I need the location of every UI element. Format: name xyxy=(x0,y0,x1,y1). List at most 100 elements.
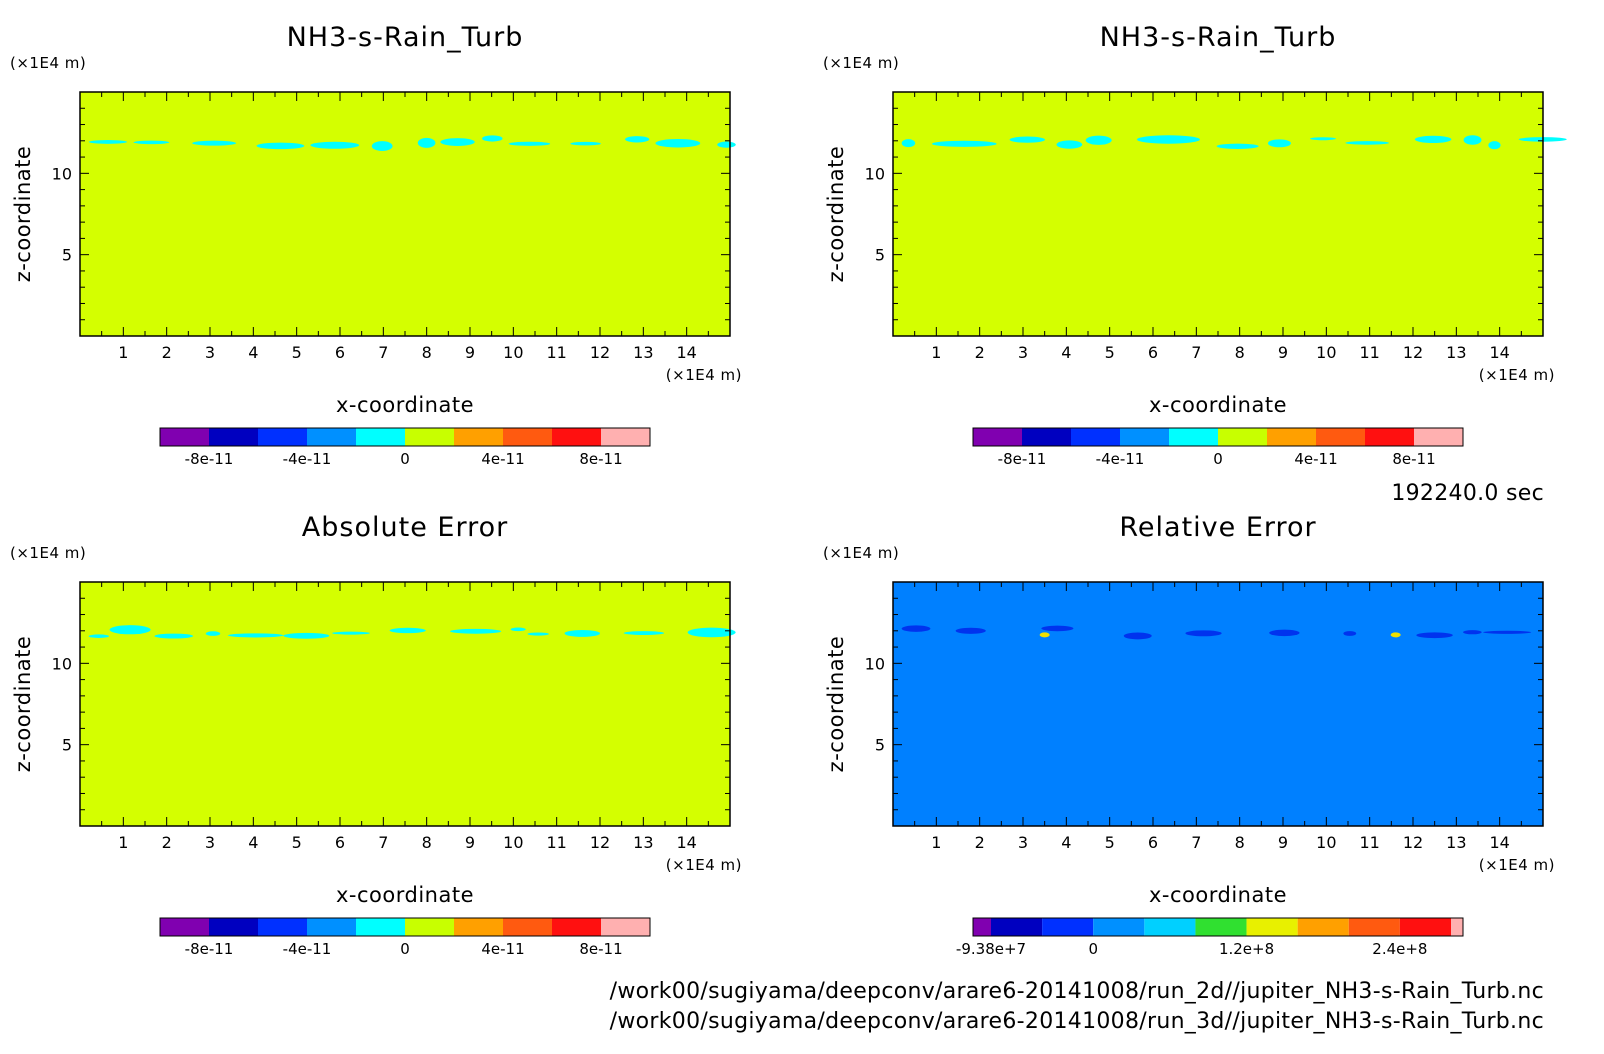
x-axis: 1 2 3 4 5 6 7 8 9 10 11 12 13 14 xyxy=(914,92,1522,362)
cloud-blob xyxy=(932,140,997,147)
colorbar-swatch xyxy=(1195,918,1247,936)
cloud-blob xyxy=(901,625,931,632)
x-axis-title: x-coordinate xyxy=(336,883,474,907)
chart-title: NH3-s-Rain_Turb xyxy=(287,22,524,53)
cloud-blob xyxy=(1267,139,1291,148)
colorbar-swatch xyxy=(454,428,503,446)
x-tick-label: 6 xyxy=(1148,833,1158,852)
x-tick-label: 4 xyxy=(248,343,258,362)
x-tick-label: 2 xyxy=(975,833,985,852)
cloud-blob xyxy=(717,141,736,148)
cloud-blob xyxy=(227,633,284,638)
cloud-blob xyxy=(154,633,194,639)
cloud-blob xyxy=(1136,135,1200,144)
colorbar-label: -9.38e+7 xyxy=(956,940,1026,958)
z-axis: 5 10 xyxy=(52,107,730,321)
field-background xyxy=(893,582,1543,826)
cloud-blob xyxy=(1463,135,1482,145)
cloud-blob xyxy=(332,631,370,635)
x-tick-label: 1 xyxy=(118,833,128,852)
colorbar-label: 0 xyxy=(400,450,410,468)
z-tick-label: 5 xyxy=(62,736,72,755)
cloud-blob xyxy=(1414,135,1452,144)
x-unit-label: (×1E4 m) xyxy=(1479,856,1555,874)
x-tick-label: 14 xyxy=(676,833,696,852)
colorbar-swatch xyxy=(356,428,405,446)
x-tick-label: 10 xyxy=(1316,833,1336,852)
colorbar-label: -4e-11 xyxy=(1096,450,1145,468)
colorbar-swatch xyxy=(1093,918,1145,936)
x-axis: 1 2 3 4 5 6 7 8 9 10 11 12 13 14 xyxy=(101,582,709,852)
x-tick-label: 12 xyxy=(1403,833,1423,852)
cloud-blob xyxy=(450,628,502,634)
x-axis-title: x-coordinate xyxy=(1149,393,1287,417)
colorbar-label: 4e-11 xyxy=(481,940,524,958)
colorbar-swatch xyxy=(1399,918,1451,936)
cloud-blob xyxy=(205,631,221,636)
x-tick-label: 8 xyxy=(1235,833,1245,852)
colorbar-swatch xyxy=(1120,428,1169,446)
colorbar-swatch xyxy=(991,918,1043,936)
x-tick-label: 7 xyxy=(1191,833,1201,852)
x-tick-label: 5 xyxy=(292,833,302,852)
z-axis-title: z-coordinate xyxy=(11,146,35,283)
z-tick-label: 10 xyxy=(52,654,72,673)
colorbar-label: 2.4e+8 xyxy=(1372,940,1427,958)
x-tick-label: 7 xyxy=(378,343,388,362)
cloud-blob xyxy=(1310,137,1336,141)
cloud-blob xyxy=(1343,631,1357,636)
colorbar-label: -8e-11 xyxy=(998,450,1047,468)
colorbar-swatch xyxy=(1297,918,1349,936)
x-tick-label: 3 xyxy=(205,343,215,362)
colorbar-swatch xyxy=(1267,428,1316,446)
z-tick-label: 5 xyxy=(62,246,72,265)
chart-panel-1: NH3-s-Rain_Turb(×1E4 m)1 2 3 4 5 6 7 8 9 10 11 12 13… xyxy=(10,22,742,468)
x-axis: 1 2 3 4 5 6 7 8 9 10 11 12 13 14 xyxy=(914,582,1522,852)
chart-title: NH3-s-Rain_Turb xyxy=(1100,22,1337,53)
z-tick-label: 10 xyxy=(52,164,72,183)
x-unit-label: (×1E4 m) xyxy=(1479,366,1555,384)
colorbar: -8e-11 -4e-11 0 4e-11 8e-11 xyxy=(972,427,1464,468)
cloud-blob xyxy=(389,627,426,634)
cloud-band xyxy=(901,625,1532,640)
colorbar-swatch xyxy=(1348,918,1400,936)
x-tick-label: 6 xyxy=(335,833,345,852)
x-tick-label: 2 xyxy=(162,343,172,362)
x-tick-label: 14 xyxy=(1489,833,1509,852)
colorbar-swatch xyxy=(503,918,552,936)
colorbar-label: 4e-11 xyxy=(1294,450,1337,468)
x-axis: 1 2 3 4 5 6 7 8 9 10 11 12 13 14 xyxy=(101,92,709,362)
cloud-blob xyxy=(901,139,916,148)
cloud-blob xyxy=(1269,629,1300,637)
cloud-blob xyxy=(371,141,393,151)
x-tick-label: 13 xyxy=(1446,343,1466,362)
x-tick-label: 2 xyxy=(975,343,985,362)
x-tick-label: 9 xyxy=(465,343,475,362)
cloud-blob xyxy=(1056,140,1083,149)
z-unit-label: (×1E4 m) xyxy=(823,544,899,562)
colorbar-swatch xyxy=(1071,428,1120,446)
colorbar-swatch xyxy=(1022,428,1071,446)
colorbar-swatch xyxy=(601,428,650,446)
colorbar-swatch xyxy=(1042,918,1094,936)
colorbar-swatch xyxy=(454,918,503,936)
colorbar-swatch xyxy=(1365,428,1414,446)
cloud-blob xyxy=(88,634,110,638)
x-tick-label: 3 xyxy=(205,833,215,852)
cloud-blob xyxy=(440,138,475,146)
x-tick-label: 4 xyxy=(248,833,258,852)
x-tick-label: 3 xyxy=(1018,833,1028,852)
colorbar-frame xyxy=(159,917,651,937)
x-tick-label: 14 xyxy=(676,343,696,362)
cloud-band xyxy=(88,625,736,639)
colorbar-swatch xyxy=(973,428,1022,446)
colorbar-label: 4e-11 xyxy=(481,450,524,468)
field-background xyxy=(893,92,1543,336)
colorbar-label: 8e-11 xyxy=(579,940,622,958)
x-tick-label: 12 xyxy=(1403,343,1423,362)
cloud-blob xyxy=(283,632,330,639)
cloud-blob xyxy=(1009,136,1046,143)
z-tick-label: 10 xyxy=(865,654,885,673)
z-axis: 5 10 xyxy=(52,597,730,811)
cloud-blob xyxy=(482,135,503,142)
